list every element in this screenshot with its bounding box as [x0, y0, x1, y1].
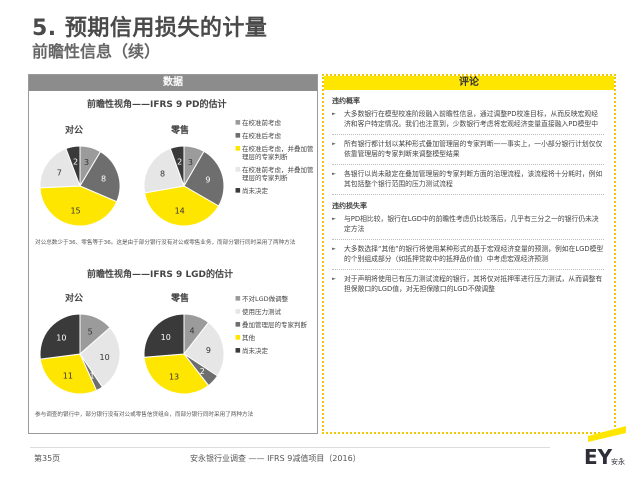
pie-value-label: 9	[206, 346, 211, 355]
pie-value-label: 15	[70, 206, 80, 215]
pie-value-label: 14	[175, 206, 185, 215]
pie-value-label: 2	[73, 158, 78, 167]
divider	[332, 164, 604, 165]
pd-legend-item: 在校准前考虑，并叠加管理层的专家判断	[235, 166, 317, 182]
pd-bullet: 各银行以尚未敲定在叠加管理层的专家判断方面的治理流程，该流程将十分耗时，例如其包…	[324, 170, 614, 189]
lgd-note: 参与调查的银行中，部分银行没有对公或零售信贷组合，而部分银行同时采用了两种方法	[35, 412, 254, 418]
lgd-legend-item: 使用压力测试	[235, 308, 317, 316]
pie-value-label: 5	[88, 327, 93, 336]
pie-slice	[183, 150, 225, 207]
divider	[332, 239, 604, 240]
pie-slice	[79, 150, 121, 203]
lgd-bullet: 大多数选择“其他”的银行将使用某种形式的基于宏观经济变量的预测，例如在LGD模型…	[324, 245, 614, 264]
pie-slice	[144, 185, 220, 227]
pie-value-label: 8	[101, 174, 106, 183]
lgd-section-title: 前瞻性视角——IFRS 9 LGD的估计	[87, 270, 234, 280]
lgd-bullet: 与PD相比较，银行在LGD中的前瞻性考虑仍比较落后，几乎有三分之一的银行仍未决定…	[324, 215, 614, 234]
lgd-bullet: 对于声明将使用已有压力测试流程的银行，其将仅对抵押率进行压力测试，从而调整有担保…	[324, 275, 614, 294]
pd-legend-item: 尚未决定	[235, 187, 317, 195]
pie-value-label: 11	[63, 372, 73, 381]
pie-slice	[183, 321, 225, 377]
pd-note: 对公总数少于36、零售等于36。这是由于部分银行没有对公或零售业务，而部分银行同…	[35, 240, 296, 246]
comment-panel-header: 评论	[324, 76, 614, 90]
divider	[332, 134, 604, 135]
page-title: 5. 预期信用损失的计量	[32, 16, 268, 41]
pd-label-corporate: 对公	[65, 126, 84, 136]
pd-legend-item: 在校准后考虑	[235, 132, 317, 140]
pie-slice	[39, 313, 81, 360]
pie-value-label: 10	[100, 353, 110, 362]
footer-caption: 安永银行业调查 —— IFRS 9减值项目（2016）	[190, 454, 361, 463]
data-panel: 数据 前瞻性视角——IFRS 9 PD的估计 对公 零售 3 8 15 7 2 3 9 14…	[28, 74, 318, 434]
pie-value-label: 9	[205, 176, 210, 185]
pie-slice	[39, 147, 81, 189]
pd-legend: 在校准前考虑 在校准后考虑 在校准后考虑，并叠加管理层的专家判断 在校准前考虑，…	[235, 119, 317, 200]
lgd-legend-item: 尚未决定	[235, 347, 317, 355]
ey-logo-sub: 安永	[611, 457, 625, 466]
pie-value-label: 7	[57, 168, 62, 177]
lgd-label-corporate: 对公	[65, 294, 84, 304]
pd-legend-item: 在校准前考虑	[235, 119, 317, 127]
pd-bullet: 大多数银行在模型校准阶段融入前瞻性信息，通过调整PD校准目标，从而反映宏观经济和…	[324, 110, 614, 129]
lgd-label-retail: 零售	[171, 294, 190, 304]
pie-value-label: 10	[161, 333, 171, 342]
pie-value-label: 2	[177, 158, 182, 167]
pie-value-label: 8	[160, 170, 165, 179]
pie-slice	[65, 145, 81, 187]
pd-comment-heading: 违约概率	[332, 97, 360, 105]
ey-logo-text: EY	[584, 445, 613, 468]
pie-value-label: 13	[169, 373, 179, 382]
comment-panel: 评论 违约概率 大多数银行在模型校准阶段融入前瞻性信息，通过调整PD校准目标，从…	[322, 74, 616, 434]
divider	[332, 269, 604, 270]
data-panel-header: 数据	[29, 75, 317, 91]
page-subtitle: 前瞻性信息（续）	[32, 42, 161, 61]
pie-slice	[79, 326, 121, 388]
pd-corporate-pie: 3 8 15 7 2	[39, 145, 121, 227]
pie-value-label: 2	[200, 367, 205, 376]
ey-logo-beam	[588, 426, 626, 442]
divider	[332, 194, 604, 195]
footer-divider	[30, 447, 550, 448]
pie-slice	[143, 313, 185, 358]
pie-value-label: 3	[84, 158, 89, 167]
pd-bullet: 所有银行都计划以某种形式叠加管理层的专家判断——事实上，一小部分银行计划仅仅依靠…	[324, 140, 614, 159]
pie-slice	[39, 353, 98, 395]
pd-section-title: 前瞻性视角——IFRS 9 PD的估计	[87, 100, 227, 110]
pie-slice	[143, 353, 210, 395]
pd-legend-item: 在校准后考虑，并叠加管理层的专家判断	[235, 145, 317, 161]
pie-slice	[169, 145, 185, 187]
lgd-legend-item: 不对LGD做调整	[235, 295, 317, 303]
pie-value-label: 4	[190, 327, 195, 336]
page-number: 第35页	[34, 454, 61, 463]
lgd-legend-item: 其他	[235, 334, 317, 342]
ey-logo: EY 安永	[584, 426, 626, 468]
pie-value-label: 3	[188, 158, 193, 167]
lgd-legend: 不对LGD做调整 使用压力测试 叠加管理层的专家判断 其他 尚未决定	[235, 295, 317, 360]
lgd-legend-item: 叠加管理层的专家判断	[235, 321, 317, 329]
pd-retail-pie: 3 9 14 8 2	[143, 145, 225, 227]
pd-label-retail: 零售	[171, 126, 190, 136]
pie-slice	[39, 185, 118, 227]
pie-value-label: 10	[56, 334, 66, 343]
lgd-comment-heading: 违约损失率	[332, 202, 367, 210]
pie-value-label: 1	[90, 372, 95, 381]
lgd-retail-pie: 4 9 2 13 10	[143, 313, 225, 395]
